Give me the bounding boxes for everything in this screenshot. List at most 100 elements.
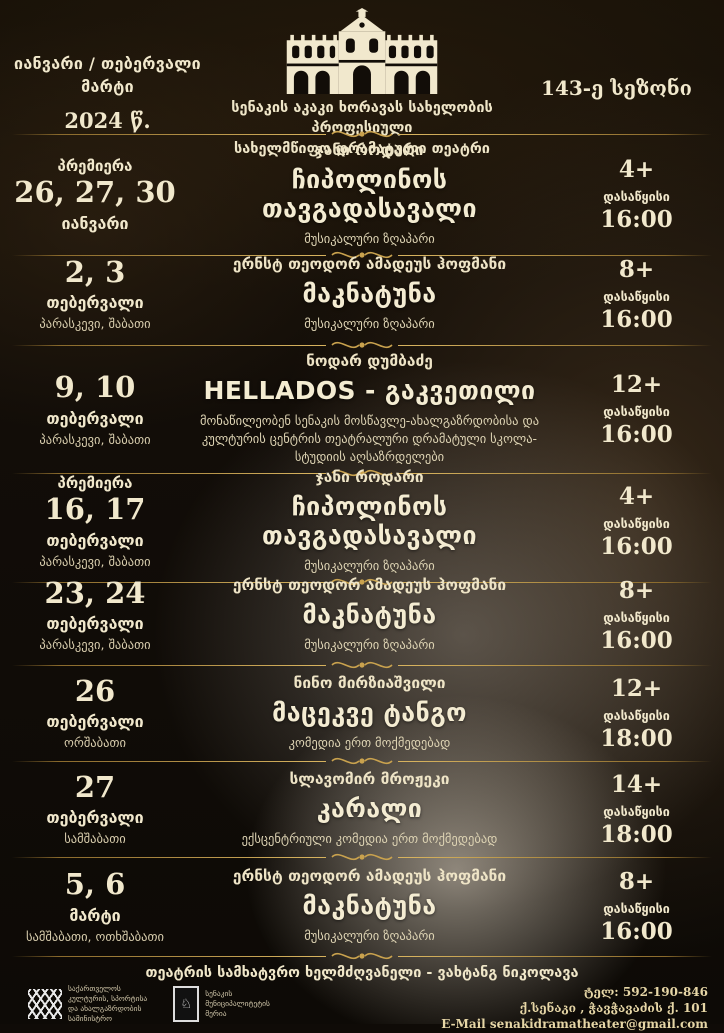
- show-info-column: ნოდარ დუმბაძე HELLADOS - გაკვეთილი მონაწ…: [190, 352, 549, 466]
- show-row: 27 თებერვალი სამშაბათი სლავომირ მროჟეკი …: [0, 768, 724, 864]
- divider-ornament-icon: [331, 130, 393, 138]
- row-divider: [12, 248, 712, 262]
- row-divider: [12, 850, 712, 864]
- show-info-column: ერნსტ თეოდორ ამადეუს ჰოფმანი მაკნატუნა მ…: [190, 572, 549, 658]
- row-divider: [12, 754, 712, 768]
- show-dates: 9, 10: [54, 369, 136, 404]
- theater-name-line-2: სახელმწიფო დრამატული თეატრი: [234, 140, 490, 157]
- show-author: ერნსტ თეოდორ ამადეუს ჰოფმანი: [232, 254, 507, 273]
- show-title: მაკნატუნა: [302, 599, 437, 629]
- show-subtitle: მონაწილეობენ სენაკის მოსწავლე-ახალგაზრდო…: [199, 413, 540, 465]
- age-rating: 8+: [618, 868, 655, 895]
- show-list: პრემიერა 26, 27, 30 იანვარი ჯანი როდარი …: [0, 141, 724, 963]
- show-author: ნინო მირზიაშვილი: [293, 673, 446, 692]
- show-row: პრემიერა 26, 27, 30 იანვარი ჯანი როდარი …: [0, 141, 724, 259]
- show-time-column: 12+ დასაწყისი 18:00: [549, 672, 724, 754]
- show-month: თებერვალი: [46, 531, 144, 550]
- show-month: თებერვალი: [46, 808, 144, 828]
- show-month: იანვარი: [61, 213, 129, 233]
- show-row: 26 თებერვალი ორშაბათი ნინო მირზიაშვილი მ…: [0, 672, 724, 768]
- show-date-column: პრემიერა 26, 27, 30 იანვარი: [0, 141, 190, 248]
- row-divider: [12, 466, 712, 480]
- show-info-column: ჯანი როდარი ჩიპოლინოს თავგადასავალი მუსი…: [190, 468, 549, 575]
- theater-building-icon: [286, 8, 438, 95]
- start-label: დასაწყისი: [603, 803, 670, 819]
- show-date-column: 26 თებერვალი ორშაბათი: [0, 672, 190, 754]
- show-dates: 27: [74, 769, 116, 804]
- header-months-block: იანვარი / თებერვალი მარტი 2024 წ.: [0, 26, 215, 133]
- show-time: 18:00: [600, 724, 673, 752]
- age-rating: 8+: [618, 255, 655, 283]
- show-author: ჯანი როდარი: [315, 468, 424, 486]
- divider-ornament-icon: [331, 579, 393, 586]
- header-season-block: 143-ე სეზონი: [509, 58, 724, 100]
- show-row: 9, 10 თებერვალი პარასკევი, შაბათი ნოდარ …: [0, 352, 724, 477]
- season-label: 143-ე სეზონი: [541, 76, 692, 101]
- show-date-column: პრემიერა 16, 17 თებერვალი პარასკევი, შაბ…: [0, 468, 190, 575]
- start-label: დასაწყისი: [603, 403, 670, 419]
- show-row: 2, 3 თებერვალი პარასკევი, შაბათი ერნსტ თ…: [0, 250, 724, 352]
- show-weekdays: სამშაბათი, ოთხშაბათი: [26, 928, 164, 944]
- show-month: თებერვალი: [46, 614, 144, 634]
- show-time: 16:00: [600, 420, 673, 448]
- show-time: 16:00: [600, 533, 673, 561]
- show-weekdays: პარასკევი, შაბათი: [39, 637, 151, 653]
- divider-ornament-icon: [331, 853, 393, 861]
- show-dates: 5, 6: [64, 867, 126, 902]
- months-line-1: იანვარი / თებერვალი: [14, 53, 201, 73]
- show-subtitle: მუსიკალური ზღაპარი: [304, 928, 435, 944]
- partner-logos: საქართველოს კულტურის, სპორტისა და ახალგა…: [14, 984, 270, 1025]
- show-time: 16:00: [600, 305, 673, 333]
- start-label: დასაწყისი: [603, 707, 670, 723]
- show-month: მარტი: [69, 905, 121, 925]
- months-line-2: მარტი: [81, 76, 134, 96]
- show-time: 16:00: [600, 626, 673, 654]
- show-title: მაცეკვე ტანგო: [272, 697, 467, 727]
- header-theater-block: სენაკის აკაკი ხორავას სახელობის პროფესიუ…: [215, 0, 509, 159]
- contact-block: ტელ: 592-190-846 ქ.სენაკი , ჭავჭავაძის ქ…: [441, 984, 710, 1033]
- show-month: თებერვალი: [46, 293, 144, 313]
- age-rating: 4+: [618, 483, 655, 511]
- show-title: HELLADOS - გაკვეთილი: [203, 376, 536, 405]
- show-subtitle: კომედია ერთ მოქმედებად: [288, 734, 451, 750]
- show-weekdays: სამშაბათი: [64, 831, 126, 847]
- show-weekdays: პარასკევი, შაბათი: [39, 316, 151, 332]
- show-time: 16:00: [600, 206, 673, 234]
- ministry-logo-icon: [28, 989, 62, 1020]
- premiere-badge: პრემიერა: [57, 474, 133, 493]
- show-dates: 16, 17: [44, 492, 146, 527]
- age-rating: 14+: [610, 770, 663, 798]
- divider-ornament-icon: [331, 470, 393, 477]
- email-line: E-Mail senakidramatheater@gmail.com: [441, 1017, 708, 1032]
- ministry-logo: საქართველოს კულტურის, სპორტისა და ახალგა…: [28, 984, 147, 1025]
- show-dates: 23, 24: [44, 575, 146, 610]
- show-dates: 26: [74, 673, 116, 708]
- show-title: ჩიპოლინოს თავგადასავალი: [262, 165, 477, 223]
- show-dates: 2, 3: [64, 254, 126, 289]
- start-label: დასაწყისი: [603, 288, 670, 304]
- divider-ornament-icon: [331, 661, 393, 669]
- show-month: თებერვალი: [46, 712, 144, 732]
- start-label: დასაწყისი: [603, 609, 670, 625]
- age-rating: 8+: [618, 576, 655, 604]
- row-divider: [12, 338, 712, 352]
- header-divider: [12, 127, 712, 141]
- start-label: დასაწყისი: [603, 189, 670, 205]
- show-subtitle: მუსიკალური ზღაპარი: [304, 315, 435, 331]
- divider-ornament-icon: [331, 252, 393, 259]
- show-title: მაკნატუნა: [302, 891, 437, 921]
- show-time-column: 8+ დასაწყისი 16:00: [549, 572, 724, 658]
- show-time: 18:00: [600, 820, 673, 848]
- show-time-column: 12+ დასაწყისი 16:00: [549, 352, 724, 466]
- poster-footer: თეატრის სამხატვრო ხელმძღვანელი - ვახტანგ…: [0, 963, 724, 1031]
- show-month: თებერვალი: [46, 408, 144, 428]
- show-dates: 26, 27, 30: [14, 174, 176, 209]
- address-line: ქ.სენაკი , ჭავჭავაძის ქ. 101: [519, 1001, 708, 1016]
- poster-header: იანვარი / თებერვალი მარტი 2024 წ.: [0, 0, 724, 157]
- show-time-column: 14+ დასაწყისი 18:00: [549, 768, 724, 850]
- divider-ornament-icon: [331, 341, 393, 349]
- row-divider: [12, 575, 712, 589]
- show-row: პრემიერა 16, 17 თებერვალი პარასკევი, შაბ…: [0, 468, 724, 586]
- show-date-column: 27 თებერვალი სამშაბათი: [0, 768, 190, 850]
